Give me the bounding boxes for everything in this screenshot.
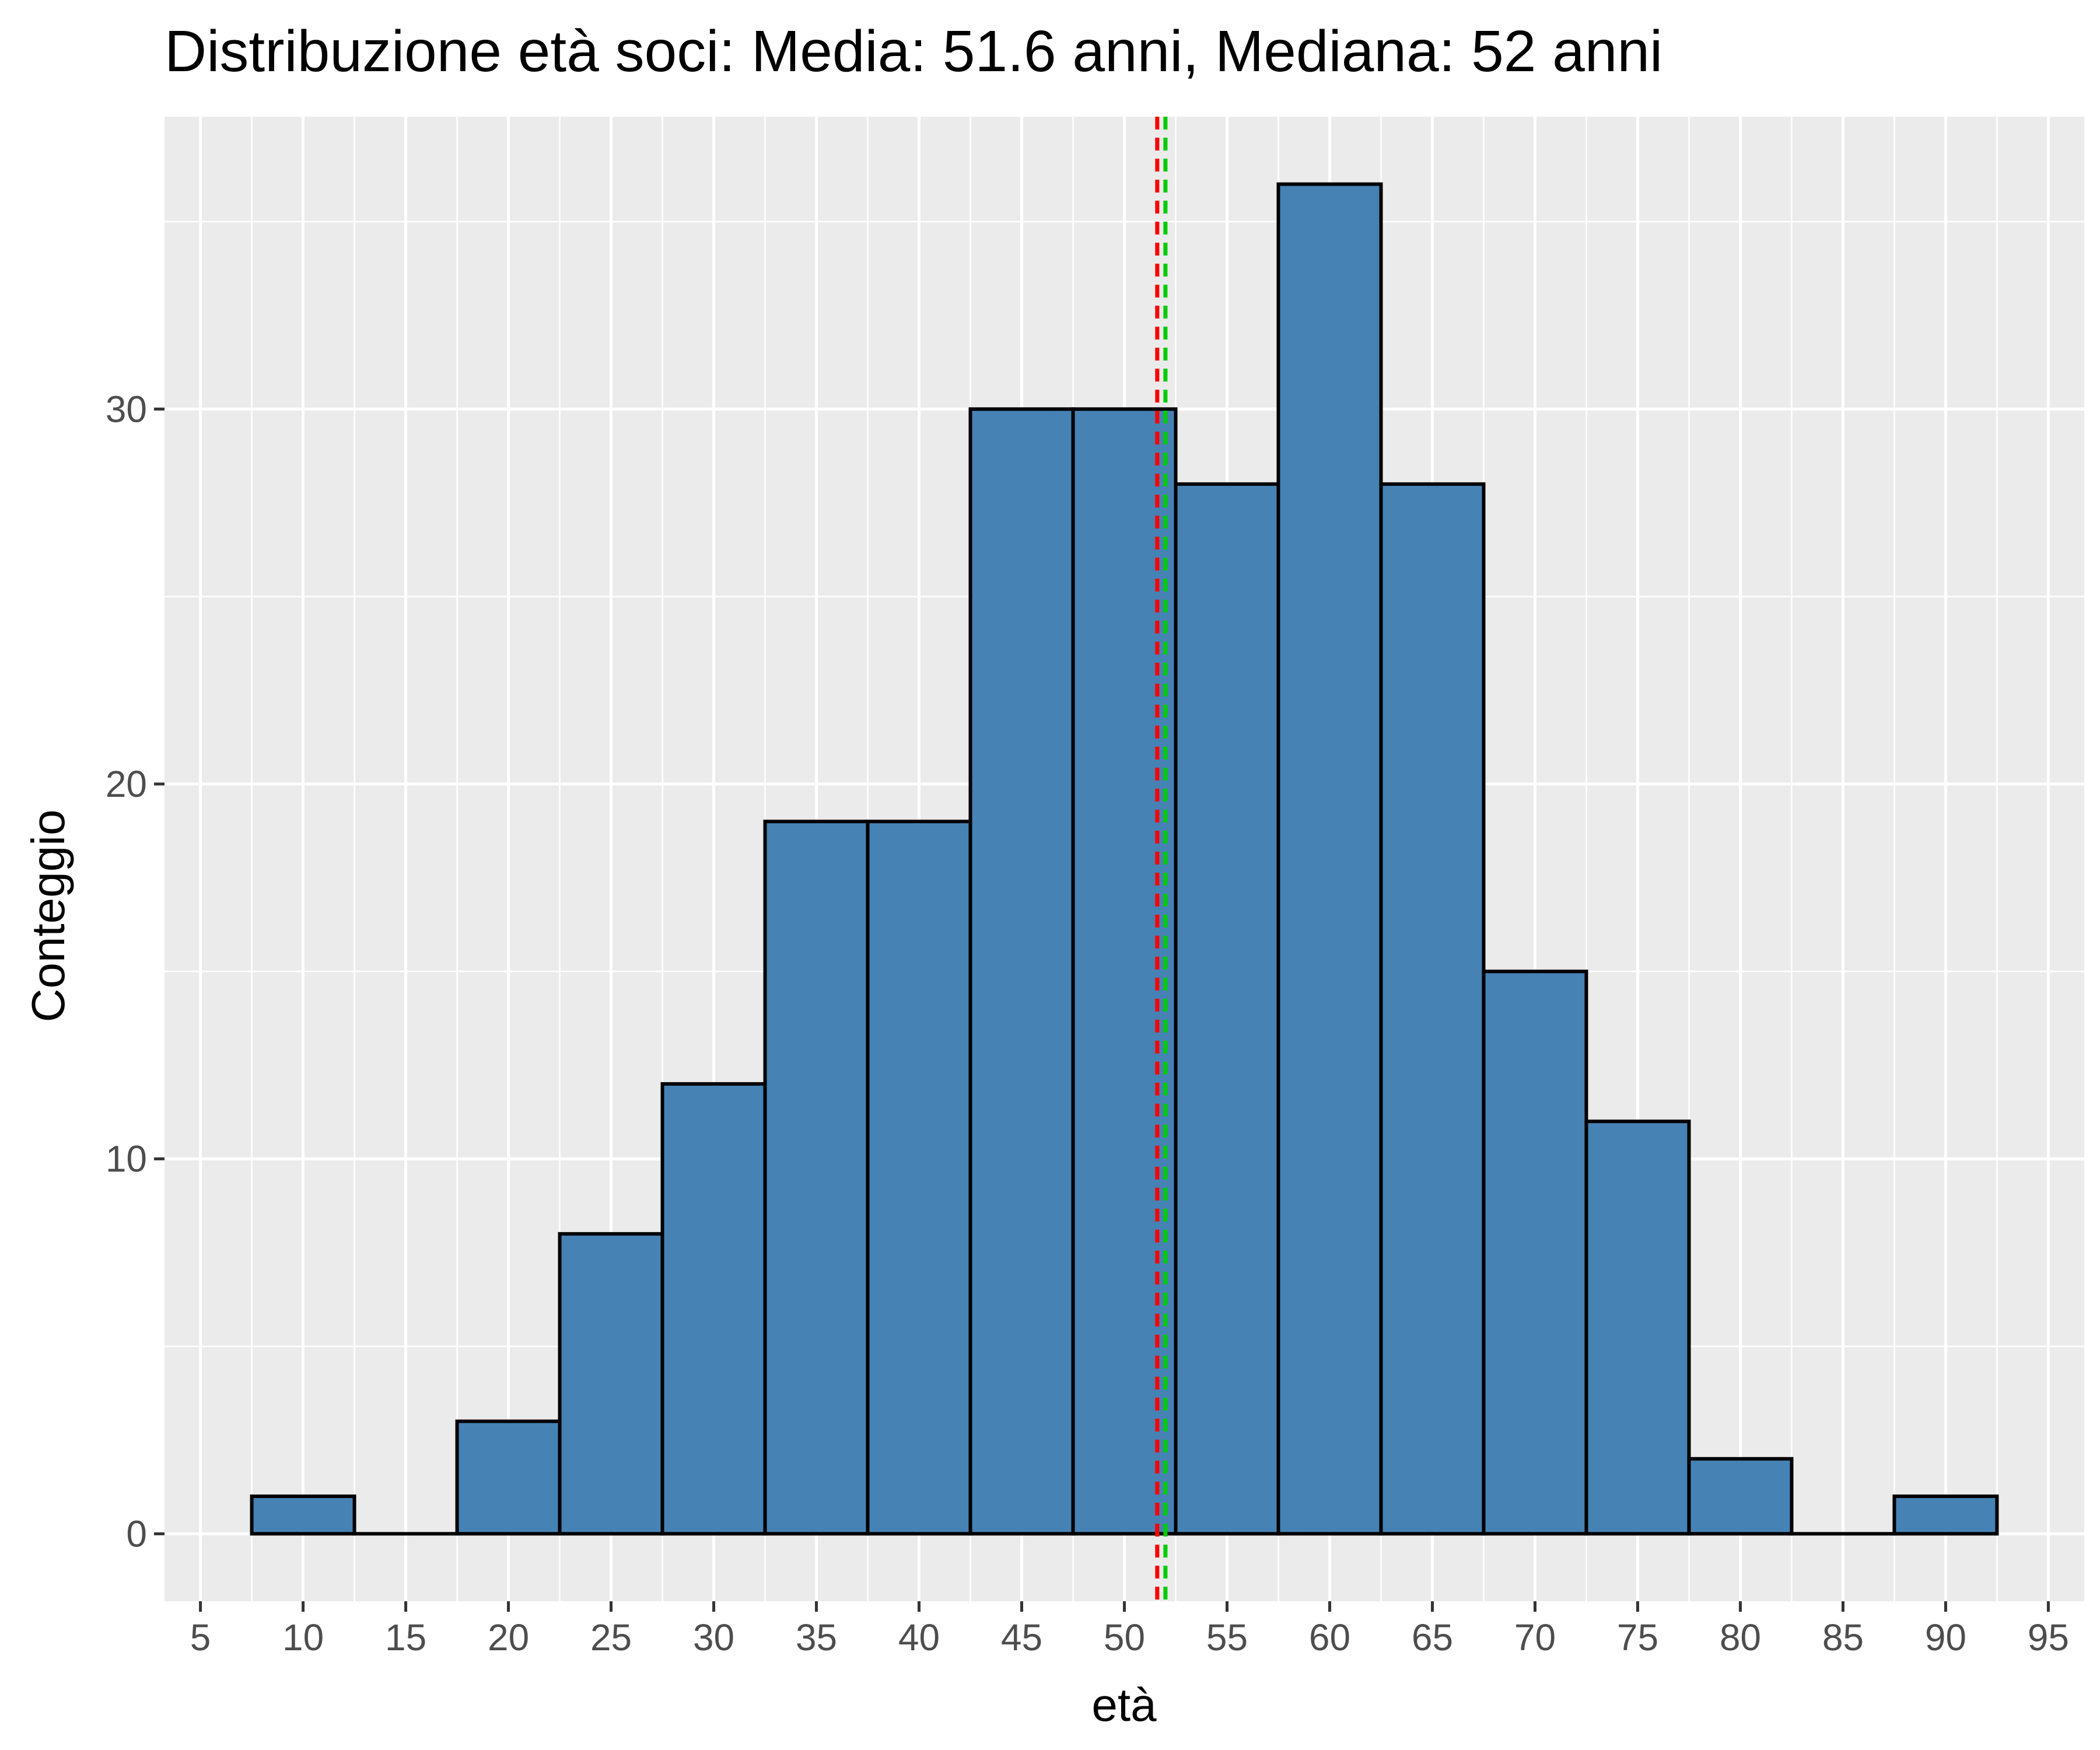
histogram-bar	[1482, 970, 1588, 1536]
x-tick-label: 75	[1617, 1616, 1658, 1658]
x-tick-label: 90	[1925, 1616, 1966, 1658]
histogram-bar	[1174, 482, 1280, 1536]
histogram-bar	[763, 820, 870, 1536]
x-tick-label: 95	[2028, 1616, 2069, 1658]
x-tick-label: 85	[1822, 1616, 1864, 1658]
y-tick-label: 10	[106, 1138, 147, 1180]
histogram-bar	[250, 1494, 356, 1536]
histogram-bar	[558, 1232, 664, 1536]
x-tick-label: 50	[1104, 1616, 1145, 1658]
histogram-bar	[866, 820, 972, 1536]
histogram-bar	[455, 1419, 562, 1536]
histogram-bar	[1584, 1119, 1691, 1536]
histogram-bar	[1379, 482, 1486, 1536]
x-tick-label: 35	[796, 1616, 837, 1658]
y-axis-title: Conteggio	[22, 810, 74, 1023]
histogram-bars	[250, 182, 1999, 1536]
histogram-bar	[1892, 1494, 1999, 1536]
x-axis: 5 10 15 20 25 30 35 40 45 50 55 60 65 70 75 80 85 90 95	[190, 1601, 2069, 1658]
x-tick-label: 45	[1001, 1616, 1042, 1658]
y-axis: 0 10 20 30	[106, 388, 164, 1555]
x-tick-label: 15	[385, 1616, 426, 1658]
histogram-bar	[1276, 182, 1383, 1536]
x-tick-label: 40	[898, 1616, 940, 1658]
y-tick-label: 30	[106, 388, 147, 430]
x-tick-label: 65	[1412, 1616, 1453, 1658]
x-tick-label: 70	[1514, 1616, 1556, 1658]
histogram-bar	[1687, 1457, 1794, 1536]
x-tick-label: 55	[1206, 1616, 1248, 1658]
x-tick-label: 10	[282, 1616, 324, 1658]
x-tick-label: 60	[1309, 1616, 1350, 1658]
chart-title: Distribuzione età soci: Media: 51.6 anni…	[164, 19, 1662, 84]
x-tick-label: 30	[693, 1616, 734, 1658]
histogram-bar	[660, 1082, 767, 1536]
x-tick-label: 25	[590, 1616, 632, 1658]
x-tick-label: 5	[190, 1616, 211, 1658]
histogram-bar	[1071, 407, 1178, 1536]
y-tick-label: 20	[106, 763, 147, 805]
reference-lines	[1155, 117, 1168, 1601]
y-tick-label: 0	[126, 1513, 147, 1555]
x-axis-title: età	[1091, 1679, 1157, 1731]
x-tick-label: 20	[488, 1616, 529, 1658]
histogram-bar	[968, 407, 1075, 1536]
x-tick-label: 80	[1720, 1616, 1761, 1658]
